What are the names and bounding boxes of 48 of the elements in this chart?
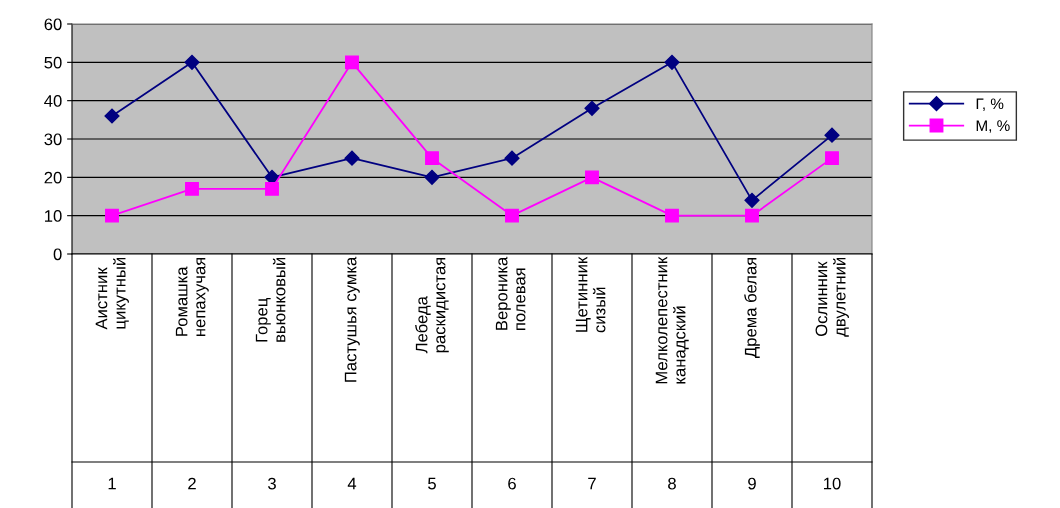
y-tick-label: 60 [44, 18, 62, 31]
text: 10 [824, 477, 841, 490]
point [504, 150, 520, 166]
text: 8 [668, 477, 676, 490]
point [824, 127, 840, 143]
point [664, 54, 680, 70]
point [424, 169, 440, 185]
text: 5 [428, 477, 436, 490]
point [425, 151, 439, 166]
point [744, 192, 760, 208]
point [505, 208, 519, 223]
x-tick-label: Мелколепестник канадский [655, 256, 689, 384]
point [185, 181, 199, 196]
legend-label: М, % [976, 120, 1010, 133]
point [344, 150, 360, 166]
point [105, 208, 119, 223]
x-tick-label: Аистник цикутный [95, 257, 129, 330]
y-tick-label: 0 [53, 248, 62, 261]
y-tick-label: 20 [44, 171, 62, 184]
y-tick-label: 40 [44, 95, 62, 107]
text: 1 [108, 477, 116, 490]
y-tick-label: 30 [44, 133, 62, 146]
legend-label: Г, % [976, 98, 1004, 111]
y-tick-label: 50 [44, 56, 62, 69]
text: 4 [347, 477, 357, 490]
point [345, 55, 359, 70]
point [265, 181, 279, 196]
point [184, 54, 200, 70]
x-tick-label: Лебеда раскидистая [415, 257, 449, 354]
text: 7 [588, 477, 596, 490]
point [665, 208, 679, 223]
point [104, 108, 120, 124]
text: 3 [268, 477, 276, 490]
text: 2 [188, 477, 196, 490]
x-tick-label: Дрема белая [744, 257, 760, 358]
x-tick-label: Горец вьюнковый [255, 257, 286, 342]
x-tick-label: Ослинник двулетний [815, 257, 849, 337]
y-tick-label: 10 [45, 210, 62, 222]
point [585, 170, 599, 185]
text: 9 [748, 477, 756, 490]
x-tick-label: Вероника полевая [495, 256, 526, 330]
point [584, 100, 600, 116]
x-tick-label: Щетинник сизый [575, 256, 606, 333]
text: 6 [508, 477, 516, 490]
x-tick-label: Ромашка непахучая [175, 257, 209, 337]
point [745, 208, 759, 223]
point [825, 151, 839, 166]
x-tick-label: Пастушья сумка [344, 256, 360, 382]
